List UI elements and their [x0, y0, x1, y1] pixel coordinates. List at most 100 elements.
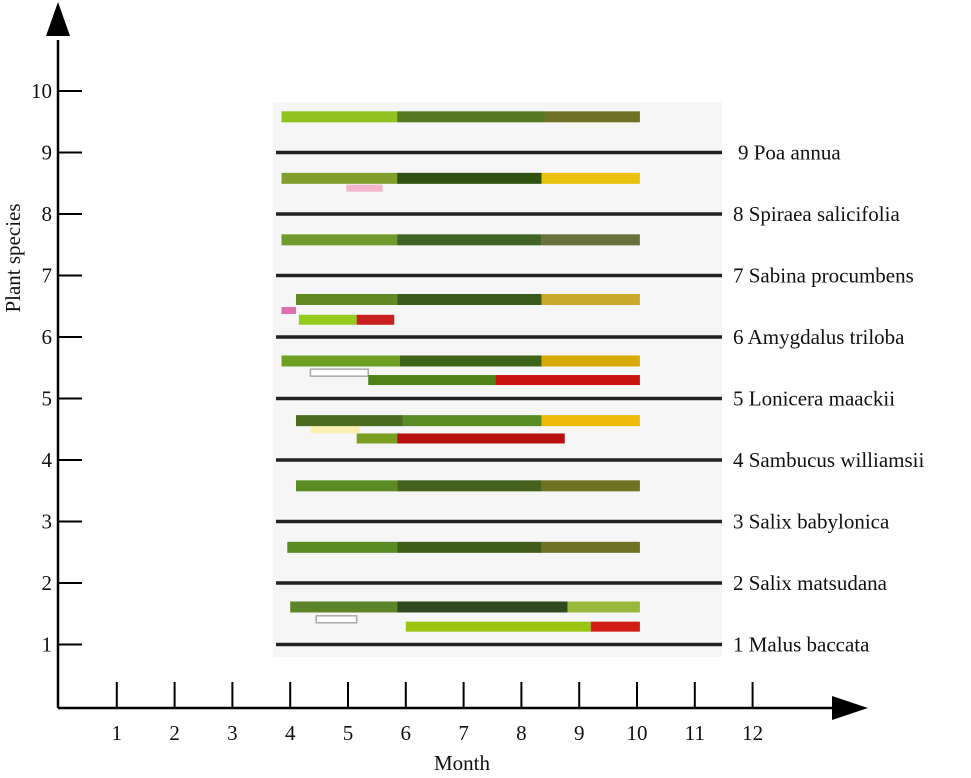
bar-segment — [402, 415, 542, 427]
y-axis-arrow-icon — [46, 2, 70, 36]
y-tick-label: 2 — [42, 571, 53, 595]
bar-segment — [397, 541, 542, 553]
bar-segment — [298, 314, 357, 325]
species-label: 1 Malus baccata — [733, 633, 870, 657]
x-tick-label: 7 — [458, 721, 469, 745]
bar-segment — [295, 293, 398, 305]
bar-segment — [397, 480, 542, 492]
bar-species-9-leaf — [281, 111, 640, 123]
bar-segment — [356, 433, 398, 444]
y-tick-label: 6 — [42, 325, 53, 349]
bar-segment — [356, 314, 395, 325]
x-tick-label: 5 — [343, 721, 354, 745]
bar-segment — [346, 184, 383, 192]
bar-species-1-flower — [315, 615, 358, 624]
x-tick-label: 4 — [285, 721, 296, 745]
x-tick-label: 8 — [516, 721, 527, 745]
x-tick-label: 2 — [169, 721, 180, 745]
x-tick-label: 9 — [574, 721, 585, 745]
species-labels: 1 Malus baccata 2 Salix matsudana 3 Salix … — [733, 141, 924, 657]
bar-segment — [310, 426, 360, 434]
bar-segment — [405, 621, 591, 632]
species-label: 6 Amygdalus triloba — [733, 325, 905, 349]
bar-segment — [567, 601, 640, 613]
bar-species-8-flower — [346, 184, 383, 192]
x-tick-label: 12 — [742, 721, 763, 745]
bar-segment — [290, 601, 398, 613]
bar-species-5-flower — [309, 368, 369, 377]
bar-segment — [400, 355, 542, 367]
bar-species-7-leaf — [281, 234, 640, 246]
x-tick-label: 3 — [227, 721, 238, 745]
bar-segment — [590, 621, 640, 632]
bar-species-4-fruit — [356, 433, 565, 444]
bar-segment — [397, 172, 542, 184]
bar-segment — [397, 293, 542, 305]
y-axis-label: Plant species — [1, 203, 25, 312]
bar-species-1-leaf — [290, 601, 640, 613]
bar-segment — [541, 415, 640, 427]
bar-species-1-fruit — [405, 621, 640, 632]
x-tick-label: 6 — [401, 721, 412, 745]
bar-segment — [495, 375, 640, 386]
bar-segment — [368, 375, 496, 386]
x-tick-label: 11 — [685, 721, 705, 745]
y-tick-label: 7 — [42, 264, 53, 288]
bar-segment — [281, 234, 398, 246]
x-axis-label: Month — [434, 751, 491, 775]
species-label: 5 Lonicera maackii — [733, 387, 895, 411]
x-tick-label: 10 — [627, 721, 648, 745]
bar-segment — [541, 541, 640, 553]
bar-species-5-fruit — [368, 375, 640, 386]
bar-segment — [295, 480, 398, 492]
y-tick-label: 9 — [42, 141, 53, 165]
y-tick-label: 5 — [42, 387, 53, 411]
bar-segment — [281, 111, 398, 123]
x-axis-ticks: 1 2 3 4 5 6 7 8 9 10 11 12 — [112, 682, 763, 745]
y-tick-label: 3 — [42, 510, 53, 534]
bar-segment — [281, 355, 401, 367]
bar-segment — [309, 368, 369, 377]
bar-species-5-leaf — [281, 355, 640, 367]
bar-species-2-leaf — [287, 541, 640, 553]
bar-species-6-leaf — [295, 293, 640, 305]
species-label: 9 Poa annua — [738, 141, 841, 165]
bar-segment — [281, 307, 296, 315]
species-label: 7 Sabina procumbens — [733, 264, 914, 288]
species-label: 4 Sambucus williamsii — [733, 448, 924, 472]
bar-species-3-leaf — [295, 480, 640, 492]
bar-segment — [397, 433, 565, 444]
y-axis-ticks: 1 2 3 4 5 6 7 8 9 10 — [31, 79, 82, 657]
x-axis — [58, 696, 868, 720]
bar-segment — [397, 234, 542, 246]
bar-segment — [541, 172, 640, 184]
bar-segment — [544, 111, 640, 123]
bar-segment — [287, 541, 398, 553]
x-tick-label: 1 — [112, 721, 123, 745]
bar-segment — [541, 355, 640, 367]
bar-segment — [541, 293, 640, 305]
bar-segment — [541, 480, 640, 492]
species-label: 3 Salix babylonica — [733, 510, 890, 534]
phenology-bars — [281, 111, 640, 632]
bar-species-4-leaf — [295, 415, 640, 427]
bar-segment — [541, 234, 640, 246]
species-label: 8 Spiraea salicifolia — [733, 202, 900, 226]
y-tick-label: 1 — [42, 633, 53, 657]
y-tick-label: 4 — [42, 448, 53, 472]
y-tick-label: 10 — [31, 79, 52, 103]
bar-segment — [397, 111, 545, 123]
bar-segment — [397, 601, 568, 613]
y-axis — [46, 2, 70, 708]
x-axis-arrow-icon — [832, 696, 868, 720]
species-baselines — [276, 150, 722, 647]
species-label: 2 Salix matsudana — [733, 571, 888, 595]
bar-segment — [315, 615, 358, 624]
bar-segment — [295, 415, 403, 427]
bar-segment — [281, 172, 398, 184]
bar-species-6-flower — [281, 307, 296, 315]
bar-species-8-leaf — [281, 172, 640, 184]
bar-species-6-fruit — [298, 314, 395, 325]
bar-species-4-flower — [310, 426, 360, 434]
